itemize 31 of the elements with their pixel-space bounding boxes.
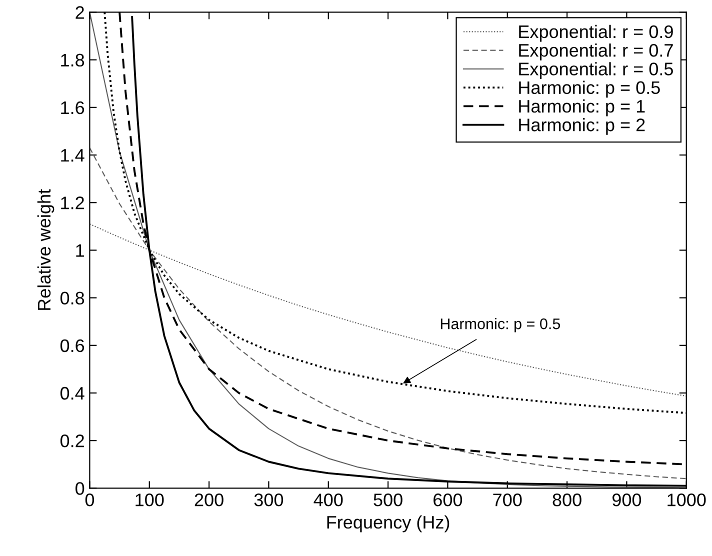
x-tick-label: 400	[314, 494, 343, 506]
x-tick-label: 700	[493, 494, 522, 506]
y-tick-label: 0.4	[60, 386, 84, 400]
x-tick-label: 0	[85, 494, 94, 506]
x-tick-label: 300	[254, 494, 284, 506]
x-tick-label: 200	[194, 494, 224, 506]
x-tick-label: 1000	[668, 494, 706, 506]
x-axis-title: Frequency (Hz)	[327, 515, 450, 532]
y-tick-label: 0.8	[60, 292, 84, 305]
legend-label: Harmonic: p = 2	[519, 118, 645, 135]
legend-label: Harmonic: p = 1	[519, 99, 645, 116]
x-tick-label: 600	[434, 494, 462, 506]
x-tick-label: 800	[552, 494, 582, 506]
annotation: Harmonic: p = 0.5	[440, 318, 560, 332]
y-tick-label: 1.8	[61, 54, 84, 67]
y-axis-title: Relative weight	[37, 189, 54, 310]
legend-label: Exponential: r = 0.5	[519, 62, 673, 79]
legend-label: Exponential: r = 0.9	[519, 24, 673, 42]
x-tick-label: 500	[374, 494, 402, 506]
y-tick-label: 0.2	[60, 434, 84, 448]
legend-label: Harmonic: p = 0.5	[519, 80, 660, 98]
y-tick-label: 1.2	[61, 196, 84, 210]
y-tick-label: 1.4	[61, 149, 84, 162]
y-tick-label: 1.6	[61, 101, 84, 114]
y-tick-label: 1	[76, 244, 84, 257]
x-tick-label: 100	[136, 494, 164, 506]
y-tick-label: 2	[76, 6, 84, 19]
y-tick-label: 0.6	[60, 339, 84, 352]
y-tick-label: 0	[76, 482, 84, 495]
legend-label: Exponential: r = 0.7	[519, 44, 673, 60]
x-tick-label: 900	[612, 494, 642, 506]
